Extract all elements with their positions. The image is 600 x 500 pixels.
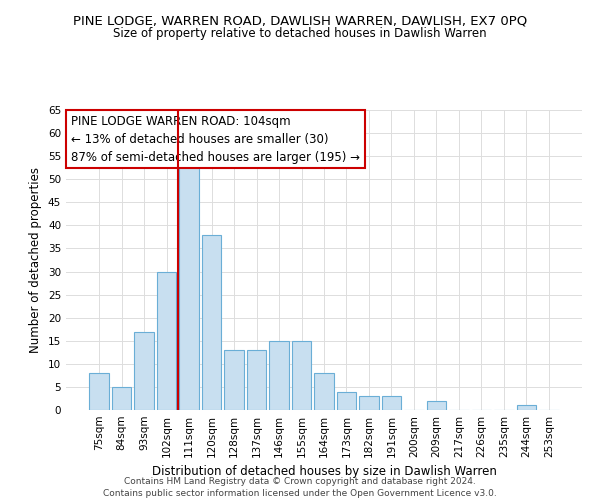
Bar <box>269 341 289 410</box>
Bar <box>517 406 536 410</box>
X-axis label: Distribution of detached houses by size in Dawlish Warren: Distribution of detached houses by size … <box>152 466 496 478</box>
Bar <box>224 350 244 410</box>
Bar <box>202 234 221 410</box>
Text: PINE LODGE WARREN ROAD: 104sqm
← 13% of detached houses are smaller (30)
87% of : PINE LODGE WARREN ROAD: 104sqm ← 13% of … <box>71 114 360 164</box>
Bar <box>179 166 199 410</box>
Bar <box>134 332 154 410</box>
Y-axis label: Number of detached properties: Number of detached properties <box>29 167 43 353</box>
Bar <box>247 350 266 410</box>
Bar <box>337 392 356 410</box>
Text: Size of property relative to detached houses in Dawlish Warren: Size of property relative to detached ho… <box>113 28 487 40</box>
Bar <box>89 373 109 410</box>
Bar <box>359 396 379 410</box>
Bar <box>382 396 401 410</box>
Bar <box>292 341 311 410</box>
Bar <box>157 272 176 410</box>
Text: Contains HM Land Registry data © Crown copyright and database right 2024.
Contai: Contains HM Land Registry data © Crown c… <box>103 476 497 498</box>
Text: PINE LODGE, WARREN ROAD, DAWLISH WARREN, DAWLISH, EX7 0PQ: PINE LODGE, WARREN ROAD, DAWLISH WARREN,… <box>73 15 527 28</box>
Bar <box>427 401 446 410</box>
Bar <box>314 373 334 410</box>
Bar <box>112 387 131 410</box>
